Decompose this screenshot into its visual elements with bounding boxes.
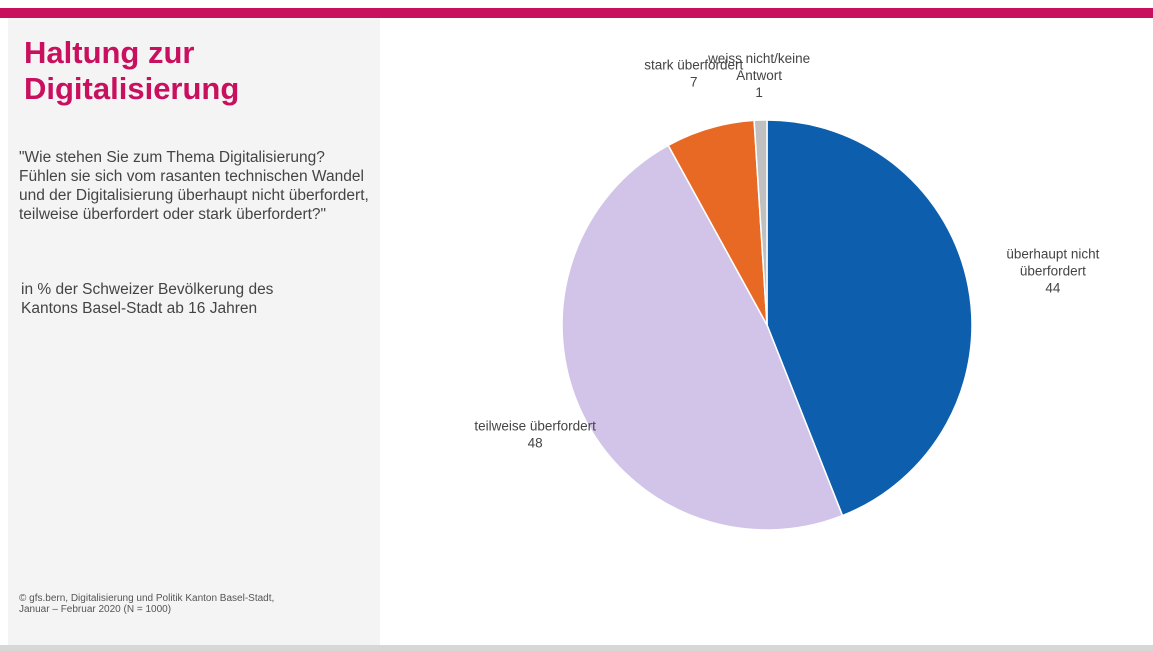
sidebar-panel xyxy=(8,18,380,645)
pie-category-label: überfordert xyxy=(1020,264,1086,279)
source-line-1: © gfs.bern, Digitalisierung und Politik … xyxy=(19,593,275,604)
pie-label-weiss-nicht-keine-antwort: weiss nicht/keine Antwort 1 xyxy=(707,51,810,100)
pie-slices xyxy=(561,119,973,531)
pie-slice-berhaupt-nicht-berfordert xyxy=(766,119,973,517)
population-basis: in % der Schweizer Bevölkerung des Kanto… xyxy=(21,281,274,317)
source-note: © gfs.bern, Digitalisierung und Politik … xyxy=(19,593,359,615)
pie-labels: überhaupt nicht überfordert 44 teilweise üb… xyxy=(474,51,1099,451)
pie-chart: überhaupt nicht überfordert 44 teilweise üb… xyxy=(474,51,1100,531)
pie-category-label: teilweise überfordert xyxy=(474,419,596,434)
pie-category-label: Antwort xyxy=(736,68,782,83)
bottom-bar xyxy=(0,645,1153,651)
pie-label-berhaupt-nicht-berfordert: überhaupt nicht überfordert 44 xyxy=(1006,247,1099,296)
page-title: Haltung zur Digitalisierung xyxy=(24,35,240,106)
survey-question: "Wie stehen Sie zum Thema Digitalisierun… xyxy=(19,149,369,223)
pie-value-label: 48 xyxy=(528,436,543,451)
top-accent-bar xyxy=(0,8,1153,18)
pie-value-label: 44 xyxy=(1045,281,1061,296)
pie-category-label: weiss nicht/keine xyxy=(707,51,810,66)
source-line-2: Januar – Februar 2020 (N = 1000) xyxy=(19,604,172,615)
pie-slice-weiss-nicht-keine-antwort xyxy=(753,119,768,326)
pie-slice-teilweise-berfordert xyxy=(561,144,844,531)
pie-value-label: 7 xyxy=(690,75,698,90)
pie-category-label: überhaupt nicht xyxy=(1006,247,1099,262)
pie-category-label: stark überfordert xyxy=(644,58,743,73)
pie-label-teilweise-berfordert: teilweise überfordert 48 xyxy=(474,419,596,451)
pie-value-label: 1 xyxy=(755,85,763,100)
pie-label-stark-berfordert: stark überfordert 7 xyxy=(644,58,743,90)
